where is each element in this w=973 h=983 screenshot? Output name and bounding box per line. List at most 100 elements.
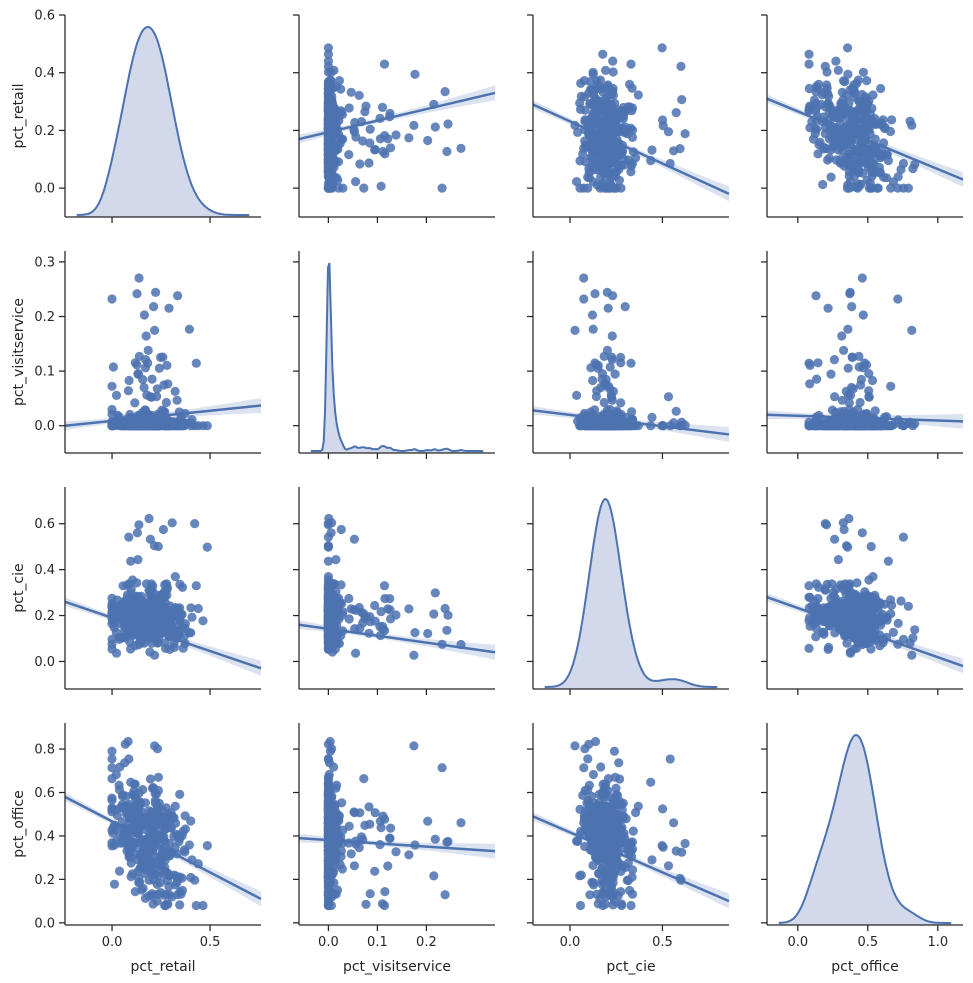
scatter-point <box>325 736 335 747</box>
scatter-point <box>155 878 165 888</box>
scatter-point <box>124 375 134 386</box>
scatter-point <box>605 183 615 193</box>
scatter-point <box>423 816 433 826</box>
scatter-point <box>153 638 163 648</box>
scatter-point <box>591 155 601 165</box>
scatter-point <box>138 374 148 385</box>
scatter-point <box>385 108 395 118</box>
x-tick-label: 0.5 <box>200 935 221 950</box>
scatter-point <box>385 605 395 615</box>
scatter-point <box>843 43 853 53</box>
scatter-point <box>610 813 620 824</box>
scatter-point <box>380 887 390 897</box>
scatter-point <box>115 830 125 840</box>
scatter-point <box>139 310 149 320</box>
y-tick-label: 0.4 <box>34 829 55 844</box>
scatter-point <box>866 541 876 552</box>
scatter-point <box>804 104 814 114</box>
scatter-point <box>169 417 179 427</box>
scatter-point <box>680 129 690 139</box>
scatter-point <box>370 600 380 611</box>
scatter-point <box>576 78 586 88</box>
scatter-point <box>150 325 160 335</box>
scatter-point <box>893 183 903 193</box>
scatter-point <box>323 43 333 53</box>
scatter-point <box>126 777 136 787</box>
y-axis-label-pct_cie: pct_cie <box>11 563 27 612</box>
scatter-point <box>579 183 589 193</box>
scatter-point <box>858 67 869 77</box>
scatter-point <box>589 798 600 808</box>
scatter-point <box>804 581 814 591</box>
scatter-point <box>663 127 674 137</box>
scatter-point <box>107 754 117 764</box>
scatter-point <box>905 116 915 126</box>
scatter-point <box>164 890 175 900</box>
scatter-point <box>155 857 166 867</box>
panel-pct_office-vs-pct_cie: 0.0 0.5 <box>527 723 730 950</box>
scatter-point <box>883 556 894 566</box>
scatter-point <box>202 542 212 552</box>
scatter-point <box>862 76 872 86</box>
scatter-point <box>579 294 589 304</box>
scatter-point <box>838 109 848 119</box>
scatter-point <box>145 647 155 657</box>
scatter-point <box>579 273 589 283</box>
scatter-point <box>621 106 631 116</box>
scatter-point <box>331 555 341 565</box>
scatter-point <box>175 615 185 625</box>
scatter-point <box>157 805 167 815</box>
scatter-point <box>886 381 896 391</box>
scatter-point <box>145 589 155 600</box>
scatter-point <box>114 634 124 645</box>
kde-fill-pct_cie <box>544 499 718 689</box>
scatter-point <box>126 624 136 635</box>
scatter-point <box>133 555 143 565</box>
scatter-point <box>126 852 136 863</box>
scatter-point <box>836 98 846 108</box>
scatter-point <box>404 850 414 860</box>
scatter-point <box>879 172 889 182</box>
scatter-point <box>130 398 140 408</box>
scatter-point <box>646 777 656 787</box>
scatter-point <box>134 273 144 283</box>
scatter-point <box>617 148 627 158</box>
scatter-point <box>864 575 874 585</box>
scatter-point <box>154 826 164 836</box>
scatter-point <box>323 61 333 71</box>
scatter-point <box>860 358 870 368</box>
scatter-point <box>164 303 174 313</box>
scatter-point <box>409 741 419 751</box>
y-tick-label: 0.6 <box>34 786 55 801</box>
scatter-point <box>830 392 840 402</box>
scatter-point <box>610 369 620 379</box>
scatter-point <box>107 825 117 835</box>
scatter-point <box>903 183 914 193</box>
scatter-point <box>149 541 159 551</box>
y-axis-label-pct_office: pct_office <box>11 790 27 857</box>
scatter-point <box>323 592 333 602</box>
scatter-point <box>359 183 369 193</box>
scatter-point <box>111 648 122 658</box>
scatter-point <box>875 641 885 651</box>
y-tick-label: 0.6 <box>34 517 55 532</box>
scatter-point <box>325 746 335 756</box>
scatter-point <box>676 61 686 71</box>
scatter-point <box>887 600 897 610</box>
scatter-point <box>370 866 380 876</box>
scatter-point <box>845 139 856 149</box>
scatter-point <box>893 618 903 629</box>
regression-line-pct_retail-pct_visitservice <box>298 91 496 141</box>
scatter-point <box>844 513 854 524</box>
scatter-point <box>186 603 196 613</box>
scatter-point <box>814 582 824 593</box>
scatter-point <box>385 594 395 604</box>
scatter-point <box>607 124 617 134</box>
scatter-point <box>154 421 164 431</box>
scatter-point <box>410 628 420 638</box>
regression-line-pct_visitservice-pct_office <box>766 413 964 423</box>
scatter-point <box>572 390 582 400</box>
scatter-point <box>612 860 622 870</box>
scatter-point <box>597 374 607 384</box>
scatter-point <box>148 875 158 885</box>
